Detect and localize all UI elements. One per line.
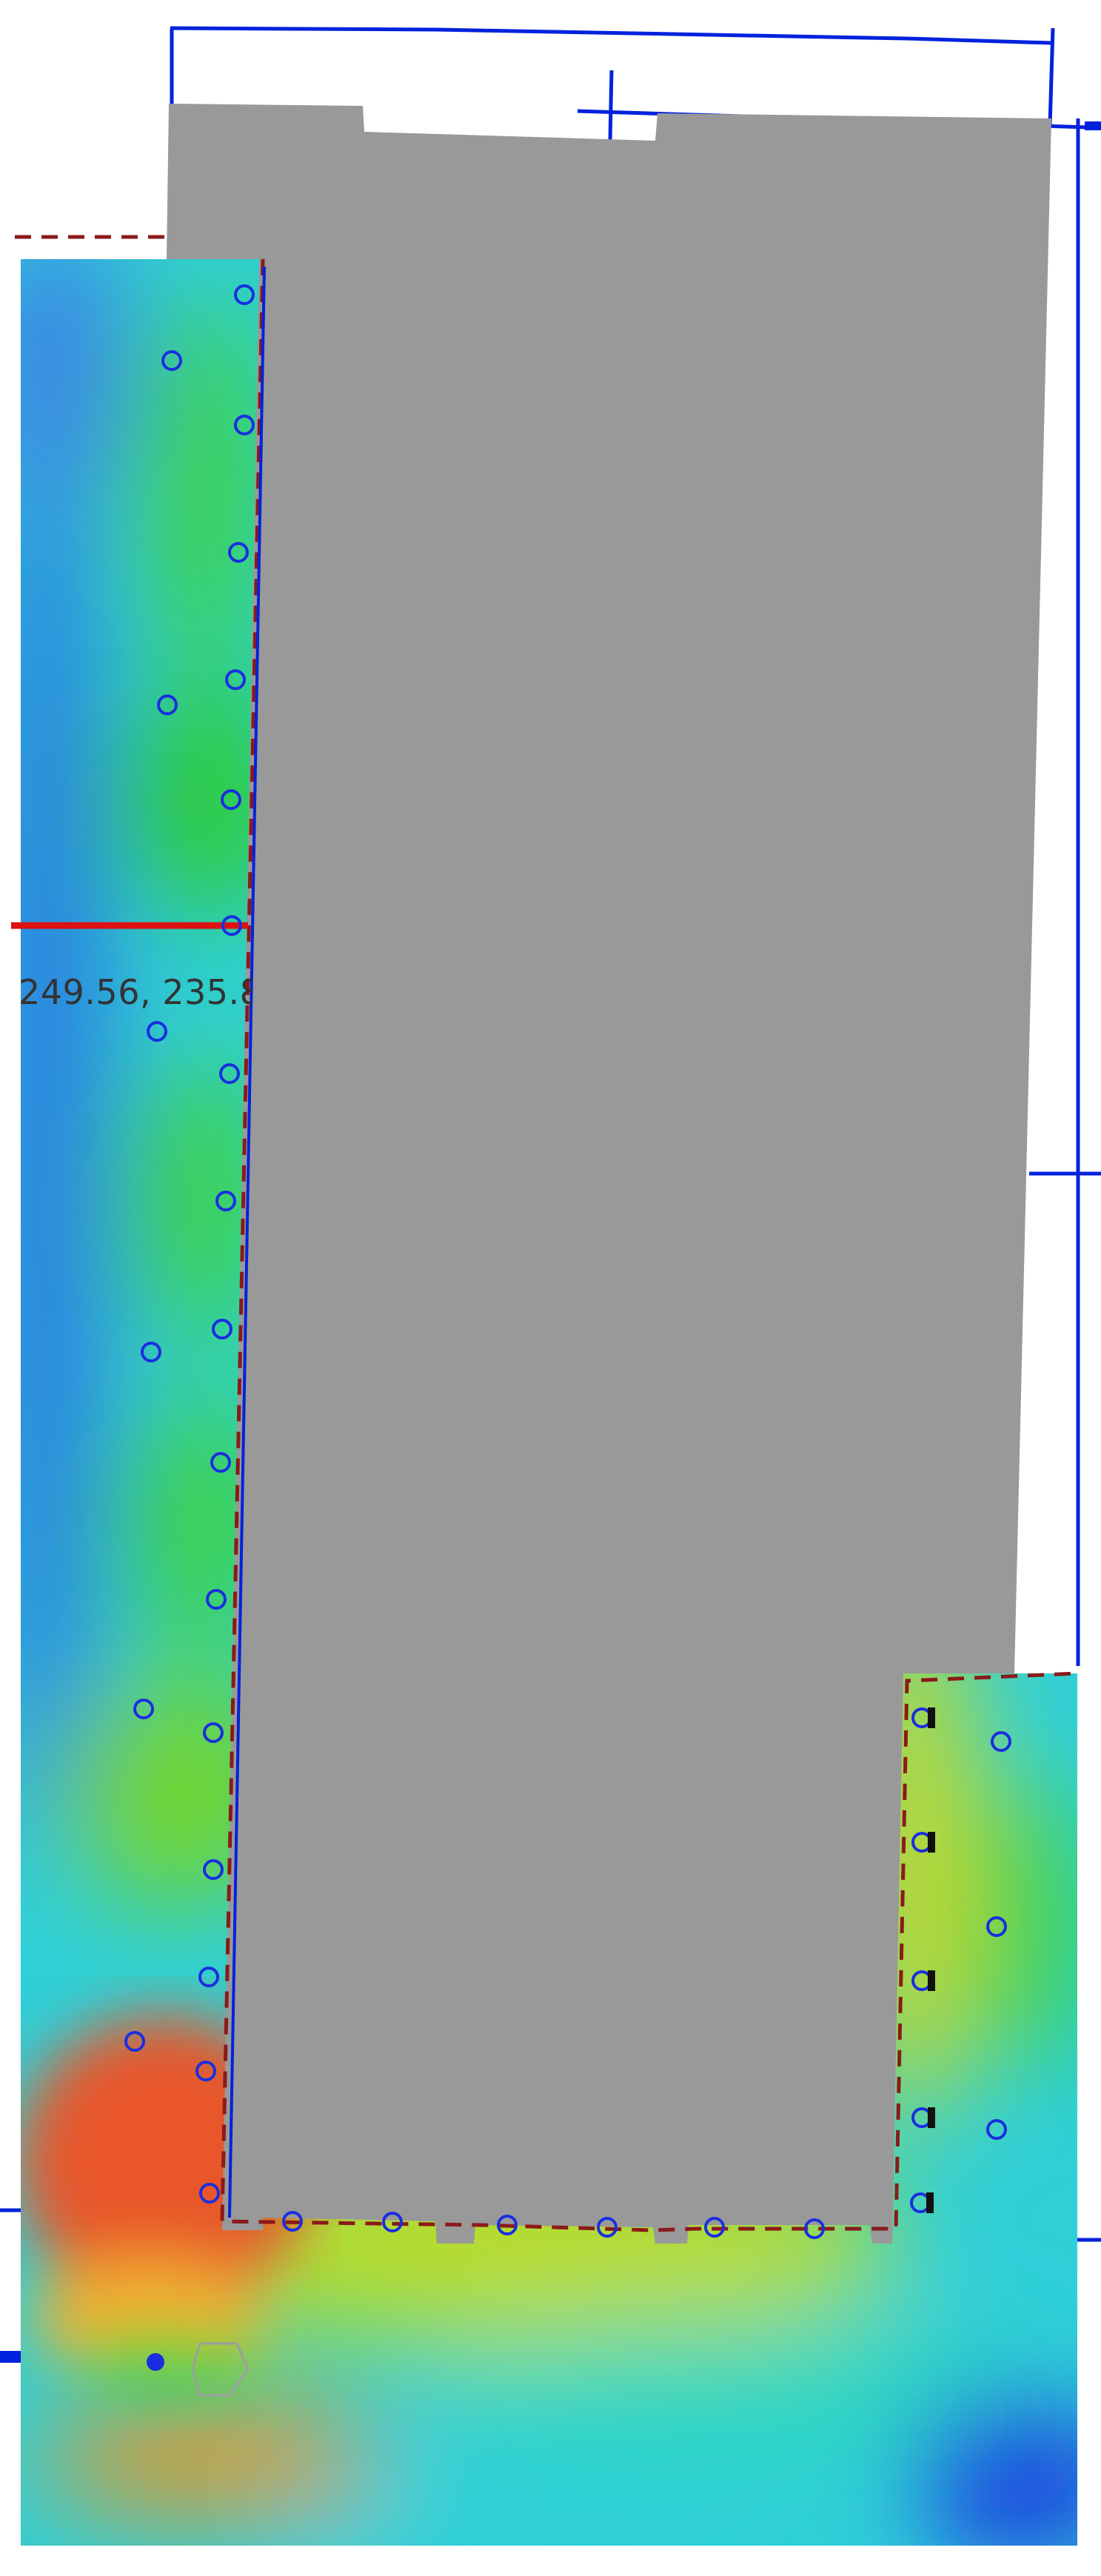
ring-marker-icon[interactable] xyxy=(210,1452,231,1473)
coordinate-readout: 249.56, 235.8 xyxy=(19,972,252,1012)
ring-marker-icon[interactable] xyxy=(212,1319,232,1339)
ring-marker-icon[interactable] xyxy=(157,695,178,715)
ring-marker-icon[interactable] xyxy=(219,1063,240,1084)
ring-marker-icon[interactable] xyxy=(206,1589,227,1610)
ring-marker-icon[interactable] xyxy=(228,542,249,563)
black-square-markers xyxy=(926,1707,935,2213)
ring-marker-icon[interactable] xyxy=(198,1967,219,1987)
filled-dot-icon[interactable] xyxy=(147,2353,164,2371)
hexagon-marker-icon xyxy=(191,2342,250,2397)
ring-marker-icon[interactable] xyxy=(225,669,246,690)
ring-marker-icon[interactable] xyxy=(234,284,255,305)
ring-marker-icon[interactable] xyxy=(597,2217,618,2238)
ring-marker-icon[interactable] xyxy=(221,915,242,936)
edge-marker xyxy=(1085,121,1101,130)
black-square-icon[interactable] xyxy=(928,1832,935,1853)
ring-marker-icon[interactable] xyxy=(986,1916,1007,1937)
black-square-icon[interactable] xyxy=(928,1707,935,1728)
ring-marker-icon[interactable] xyxy=(215,1191,236,1211)
building-edge xyxy=(228,266,266,2218)
ring-marker-icon[interactable] xyxy=(133,1699,154,1719)
boundary-line xyxy=(220,258,1078,2232)
black-square-icon[interactable] xyxy=(928,1970,935,1991)
edge-marker xyxy=(0,2351,21,2363)
ring-marker-icon[interactable] xyxy=(199,2183,220,2204)
ring-marker-icon[interactable] xyxy=(804,2218,825,2239)
ring-marker-icon[interactable] xyxy=(161,350,182,371)
ring-marker-icon[interactable] xyxy=(147,1021,167,1042)
ring-marker-icon[interactable] xyxy=(704,2217,725,2238)
ring-marker-icon[interactable] xyxy=(282,2211,303,2232)
ring-marker-icon[interactable] xyxy=(203,1859,224,1880)
black-square-icon[interactable] xyxy=(928,2107,935,2128)
ring-marker-icon[interactable] xyxy=(221,789,241,810)
ring-marker-icon[interactable] xyxy=(986,2119,1007,2140)
ring-marker-icon[interactable] xyxy=(382,2212,403,2232)
building-footprint xyxy=(167,104,1051,2244)
ring-marker-icon[interactable] xyxy=(195,2061,216,2081)
ring-marker-icon[interactable] xyxy=(141,1342,161,1362)
ring-marker-icon[interactable] xyxy=(991,1731,1011,1752)
black-square-icon[interactable] xyxy=(926,2192,934,2213)
ring-marker-icon[interactable] xyxy=(124,2031,145,2052)
ring-marker-icon[interactable] xyxy=(497,2215,518,2235)
ring-marker-icon[interactable] xyxy=(203,1722,224,1743)
ring-marker-icon[interactable] xyxy=(234,415,255,435)
